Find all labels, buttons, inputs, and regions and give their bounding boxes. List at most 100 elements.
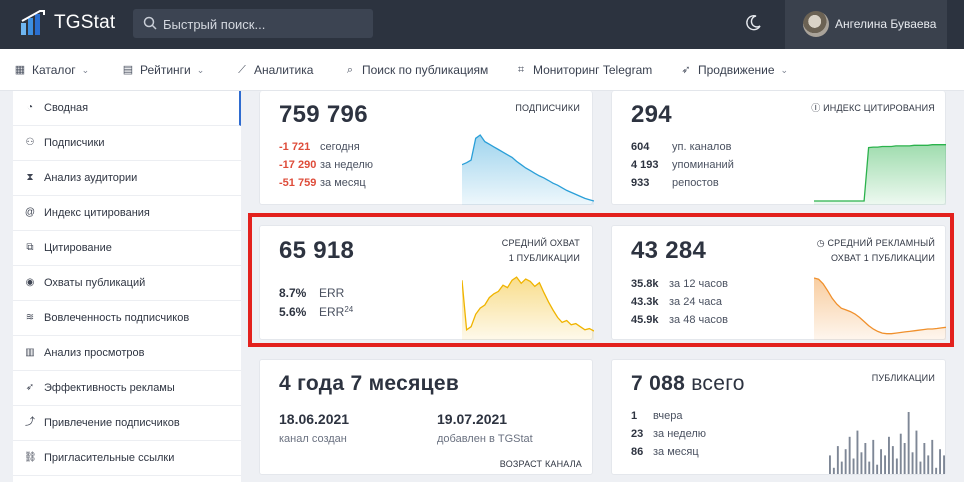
sidebar-item-citation[interactable]: ⧉ Цитирование	[13, 231, 241, 266]
sidebar-item-subscribers[interactable]: ⚇ Подписчики	[13, 126, 241, 161]
stat-reposts: 933 репостов	[631, 177, 719, 189]
spark-bar	[927, 455, 930, 474]
err-stat: 8.7% ERR	[279, 286, 345, 300]
nav-item-post-search[interactable]: ⌕ Поиск по публикациям	[344, 63, 488, 77]
search-icon	[143, 16, 157, 30]
sidebar-item-summary[interactable]: ◔ Сводная	[13, 91, 241, 126]
hourglass-icon: ⧗	[26, 172, 34, 183]
sidebar-item-audience[interactable]: ⧗ Анализ аудитории	[13, 161, 241, 196]
chart-line-icon: ⟋	[238, 64, 246, 76]
sidebar-item-citation-index[interactable]: @ Индекс цитирования	[13, 196, 241, 231]
grid-icon: ▦	[14, 64, 26, 76]
channel-age-label: ВОЗРАСТ КАНАЛА	[499, 459, 582, 469]
sidebar-item-engagement[interactable]: ≋ Вовлеченность подписчиков	[13, 301, 241, 336]
sidebar-item-ad-efficiency[interactable]: ➶ Эффективность рекламы	[13, 371, 241, 406]
sidebar-item-invite-links[interactable]: ⛓ Пригласительные ссылки	[13, 441, 241, 476]
sidebar-item-label: Сводная	[44, 102, 89, 114]
spark-bar	[844, 449, 847, 474]
subscribers-card[interactable]: 759 796 ПОДПИСЧИКИ -1 721 сегодня -17 290…	[259, 91, 594, 205]
spark-bar	[848, 436, 851, 474]
spark-bar	[923, 443, 926, 474]
sidebar-item-views[interactable]: ▥ Анализ просмотров	[13, 336, 241, 371]
spark-bar	[868, 461, 871, 474]
channel-age-card[interactable]: 4 года 7 месяцев 18.06.2021 канал создан…	[259, 359, 593, 475]
logo-text[interactable]: TGStat	[54, 12, 116, 33]
nav-label: Рейтинги	[140, 63, 191, 77]
monitor-icon: ⌗	[517, 64, 525, 76]
spark-bar	[856, 430, 859, 474]
spark-bar	[860, 452, 863, 474]
spark-bar	[852, 458, 855, 474]
citation-index-card[interactable]: 294 ⓘ ИНДЕКС ЦИТИРОВАНИЯ 604 уп. каналов …	[611, 91, 946, 205]
sidebar-item-label: Охваты публикаций	[44, 277, 146, 289]
avg-reach-card[interactable]: 65 918 СРЕДНИЙ ОХВАТ 1 ПУБЛИКАЦИИ 8.7% ERR…	[259, 225, 594, 340]
search-input[interactable]	[163, 14, 363, 34]
avg-reach-sparkline	[462, 276, 594, 340]
spark-bar	[872, 439, 875, 474]
stat-12h: 35.8k за 12 часов	[631, 278, 728, 290]
spark-bar	[935, 467, 938, 474]
sidebar-item-acquisition[interactable]: ⤴ Привлечение подписчиков	[13, 406, 241, 441]
ad-reach-value: 43 284	[631, 237, 707, 264]
stat-channels: 604 уп. каналов	[631, 141, 732, 153]
spark-line	[462, 134, 594, 202]
spark-line	[462, 276, 594, 332]
nav-label: Мониторинг Telegram	[533, 63, 653, 77]
moon-icon[interactable]	[744, 14, 762, 32]
spark-area	[814, 278, 946, 340]
dashboard-icon: ◔	[26, 102, 34, 113]
sidebar-item-label: Цитирование	[44, 242, 112, 254]
stat-mentions: 4 193 упоминаний	[631, 159, 734, 171]
sidebar: ◔ Сводная ⚇ Подписчики ⧗ Анализ аудитории @…	[13, 91, 241, 482]
sidebar-item-label: Индекс цитирования	[44, 207, 150, 219]
stat-month: -51 759 за месяц	[279, 177, 366, 189]
err24-stat: 5.6% ERR 24	[279, 305, 354, 319]
posts-label: ПУБЛИКАЦИИ	[871, 373, 935, 383]
added-date: 19.07.2021	[437, 411, 508, 427]
eye-icon: ◉	[25, 277, 35, 288]
posts-card[interactable]: 7 088 всего ПУБЛИКАЦИИ 1 вчера 23 за недел…	[611, 359, 946, 475]
sidebar-item-post-reach[interactable]: ◉ Охваты публикаций	[13, 266, 241, 301]
spark-bar	[903, 443, 906, 474]
ad-reach-label: ◷ СРЕДНИЙ РЕКЛАМНЫЙ ОХВАТ 1 ПУБЛИКАЦИИ	[816, 238, 935, 263]
citation-index-value: 294	[631, 101, 672, 128]
spark-bar	[931, 439, 934, 474]
avg-reach-value: 65 918	[279, 237, 355, 264]
nav-item-analytics[interactable]: ⟋ Аналитика	[236, 63, 313, 77]
spark-bar	[943, 455, 945, 474]
spark-bar	[840, 461, 843, 474]
stat-posts-week: 23 за неделю	[631, 428, 707, 440]
subscribers-sparkline	[462, 134, 594, 205]
spark-bar	[884, 455, 886, 474]
nav-item-monitoring[interactable]: ⌗ Мониторинг Telegram	[515, 63, 652, 77]
subscribers-value: 759 796	[279, 101, 368, 128]
citation-sparkline	[814, 144, 946, 205]
spark-bar	[876, 464, 879, 474]
nav-item-catalog[interactable]: ▦ Каталог ⌄	[14, 63, 89, 77]
posts-bar-sparkline	[829, 412, 945, 474]
spark-line	[814, 144, 946, 202]
spark-bar	[829, 455, 831, 474]
search-icon: ⌕	[346, 64, 354, 76]
ad-reach-card[interactable]: 43 284 ◷ СРЕДНИЙ РЕКЛАМНЫЙ ОХВАТ 1 ПУБЛИК…	[611, 225, 946, 340]
at-icon: @	[24, 207, 36, 218]
spark-area	[462, 277, 594, 340]
tgstat-logo-icon[interactable]	[20, 10, 46, 36]
nav-item-promotion[interactable]: ➶ Продвижение ⌄	[680, 63, 788, 77]
calendar-icon: ▤	[122, 64, 134, 76]
spark-bar	[915, 430, 918, 474]
spark-bar	[907, 412, 910, 474]
stat-week: -17 290 за неделю	[279, 159, 374, 171]
clock-icon: ◷	[816, 238, 828, 248]
spark-bar	[888, 436, 890, 474]
trend-icon: ⤴	[25, 417, 35, 428]
stat-today: -1 721 сегодня	[279, 141, 360, 153]
rocket-icon: ➶	[25, 382, 35, 393]
spark-area	[814, 144, 946, 205]
top-header: TGStat Ангелина Буваева	[0, 0, 964, 49]
spark-bar	[891, 446, 894, 474]
quick-search[interactable]	[133, 9, 373, 38]
spark-bar	[880, 449, 882, 474]
user-menu[interactable]: Ангелина Буваева	[785, 0, 947, 49]
nav-item-ratings[interactable]: ▤ Рейтинги ⌄	[122, 63, 205, 77]
